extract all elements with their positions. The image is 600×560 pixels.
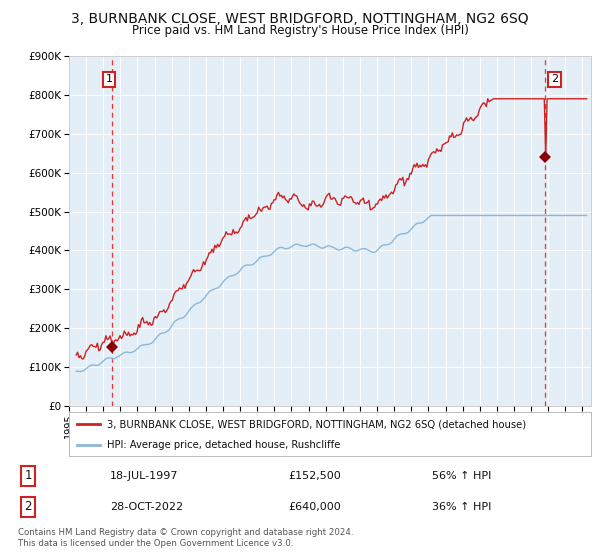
Text: 28-OCT-2022: 28-OCT-2022	[110, 502, 183, 512]
Text: 36% ↑ HPI: 36% ↑ HPI	[433, 502, 492, 512]
Text: Price paid vs. HM Land Registry's House Price Index (HPI): Price paid vs. HM Land Registry's House …	[131, 24, 469, 37]
Text: Contains HM Land Registry data © Crown copyright and database right 2024.
This d: Contains HM Land Registry data © Crown c…	[18, 528, 353, 548]
Text: 3, BURNBANK CLOSE, WEST BRIDGFORD, NOTTINGHAM, NG2 6SQ: 3, BURNBANK CLOSE, WEST BRIDGFORD, NOTTI…	[71, 12, 529, 26]
Text: £640,000: £640,000	[289, 502, 341, 512]
Text: 2: 2	[25, 500, 32, 514]
Text: HPI: Average price, detached house, Rushcliffe: HPI: Average price, detached house, Rush…	[107, 440, 340, 450]
Text: 2: 2	[551, 74, 558, 85]
Text: 18-JUL-1997: 18-JUL-1997	[110, 471, 178, 481]
Text: 3, BURNBANK CLOSE, WEST BRIDGFORD, NOTTINGHAM, NG2 6SQ (detached house): 3, BURNBANK CLOSE, WEST BRIDGFORD, NOTTI…	[107, 419, 526, 429]
Text: 1: 1	[106, 74, 113, 85]
Text: £152,500: £152,500	[289, 471, 341, 481]
Text: 56% ↑ HPI: 56% ↑ HPI	[433, 471, 492, 481]
Text: 1: 1	[25, 469, 32, 483]
